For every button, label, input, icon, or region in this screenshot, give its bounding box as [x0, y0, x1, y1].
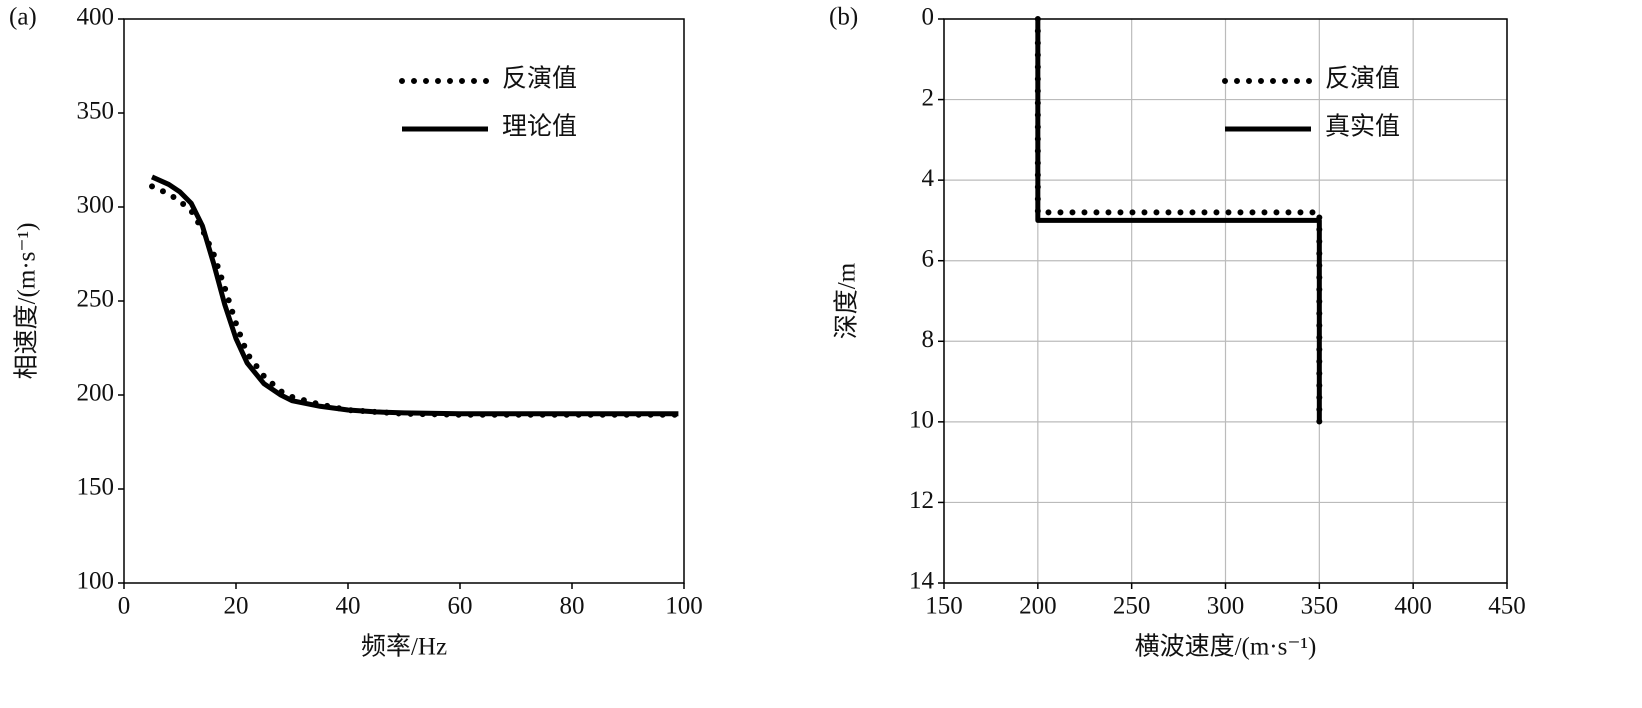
- x-tick-label: 20: [224, 593, 249, 620]
- legend-label: 理论值: [502, 113, 577, 141]
- x-tick-label: 0: [118, 593, 131, 620]
- x-tick-label: 400: [1394, 593, 1432, 620]
- y-tick-label: 0: [922, 4, 935, 31]
- y-tick-label: 200: [77, 380, 115, 407]
- y-axis-label: 深度/m: [833, 262, 861, 339]
- y-tick-label: 14: [909, 568, 935, 595]
- legend-label: 反演值: [1325, 65, 1400, 93]
- x-axis-label: 横波速度/(m·s⁻¹): [1135, 633, 1317, 661]
- x-tick-label: 200: [1019, 593, 1057, 620]
- plot-frame: [123, 18, 685, 584]
- x-tick-label: 60: [448, 593, 473, 620]
- y-tick-label: 250: [77, 286, 115, 313]
- y-tick-label: 12: [909, 487, 934, 514]
- y-tick-label: 6: [922, 245, 935, 272]
- y-tick-label: 4: [922, 165, 935, 192]
- x-tick-label: 300: [1207, 593, 1245, 620]
- x-tick-label: 350: [1301, 593, 1339, 620]
- legend-label: 真实值: [1325, 113, 1400, 141]
- y-tick-label: 350: [77, 98, 115, 125]
- x-tick-label: 80: [560, 593, 585, 620]
- x-tick-label: 150: [925, 593, 963, 620]
- y-tick-label: 150: [77, 474, 115, 501]
- y-tick-label: 8: [922, 326, 935, 353]
- y-tick-label: 100: [77, 568, 115, 595]
- y-tick-label: 2: [922, 84, 935, 111]
- series-line: [1035, 19, 1322, 422]
- series-line: [150, 174, 679, 417]
- series-line: [149, 183, 682, 418]
- x-axis-label: 频率/Hz: [361, 633, 447, 661]
- x-tick-label: 450: [1488, 593, 1526, 620]
- panel-label: (a): [9, 4, 37, 31]
- x-tick-label: 250: [1113, 593, 1151, 620]
- x-tick-label: 100: [665, 593, 703, 620]
- y-tick-label: 300: [77, 192, 115, 219]
- x-tick-label: 40: [336, 593, 361, 620]
- y-axis-label: 相速度/(m·s⁻¹): [13, 223, 41, 380]
- panel-label: (b): [829, 4, 858, 31]
- y-tick-label: 400: [77, 4, 115, 31]
- legend-label: 反演值: [502, 65, 577, 93]
- y-tick-label: 10: [909, 407, 934, 434]
- plot-frame: [943, 18, 1508, 584]
